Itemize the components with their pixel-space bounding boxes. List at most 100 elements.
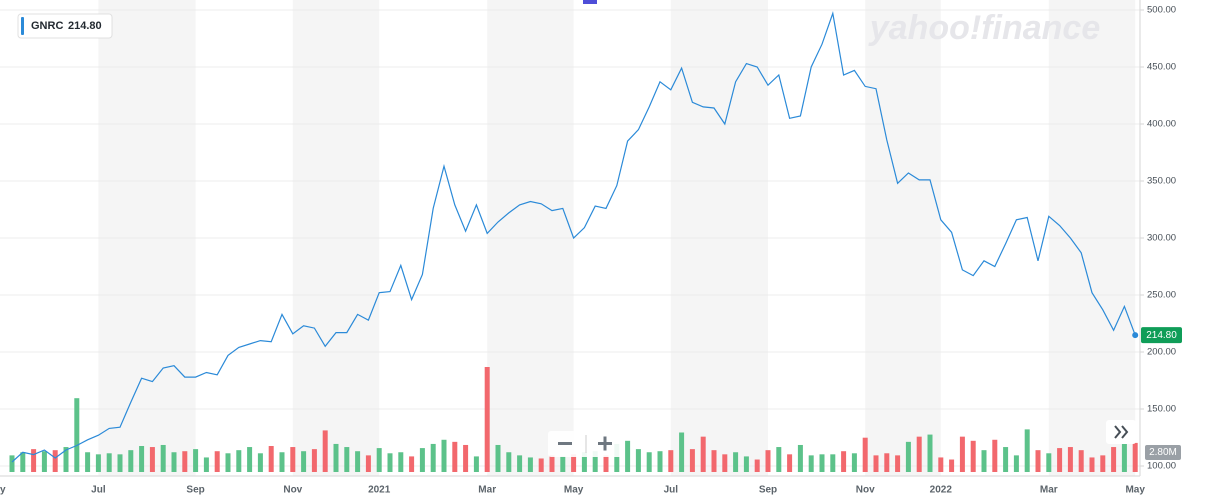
volume-bar [203,457,209,472]
last-point [1132,332,1139,339]
volume-bar [41,451,47,472]
volume-bar [981,450,987,472]
price-flag [1141,327,1182,344]
volume-bar [63,447,69,472]
volume-bar [927,434,933,472]
volume-bar [949,459,955,472]
volume-bar [1024,429,1030,472]
x-tick-label: May [1125,485,1145,496]
volume-bar [1100,455,1106,472]
x-tick-label: Jul [664,485,679,496]
volume-bar [797,444,803,472]
volume-bar [74,398,80,472]
volume-bar [430,443,436,472]
volume-bar [333,443,339,472]
volume-bar [149,447,155,472]
volume-bar [1013,455,1019,472]
volume-bar [311,449,317,472]
volume-bar [657,451,663,472]
volume-bar [398,452,404,472]
volume-bar [182,451,188,472]
volume-bar [862,437,868,472]
x-tick-label: 2022 [930,485,953,496]
x-tick-label: Jul [91,485,106,496]
volume-bar [85,452,91,472]
volume-bar [625,440,631,472]
volume-bar [1121,443,1127,472]
y-tick-label: 200.00 [1147,347,1176,358]
volume-bar [884,453,890,472]
volume-bar [603,455,609,472]
volume-bar [128,450,134,472]
y-tick-label: 250.00 [1147,290,1176,301]
volume-bar [517,455,523,472]
volume-bar [895,455,901,472]
volume-bar [1089,457,1095,472]
y-tick-label: 100.00 [1147,461,1176,472]
volume-bar [9,455,15,472]
y-tick-label: 500.00 [1147,5,1176,16]
y-tick-label: 450.00 [1147,62,1176,73]
volume-bar [290,447,296,472]
volume-bar [776,447,782,472]
volume-bar [365,455,371,472]
volume-bar [592,451,598,472]
volume-bar [851,453,857,472]
volume-bar [970,440,976,472]
x-tick-label: 2021 [368,485,391,496]
volume-bar [484,367,490,472]
volume-bar [992,439,998,472]
volume-bar [52,450,58,472]
volume-bar [257,453,263,472]
price-flag-label: 214.80 [1146,330,1177,341]
volume-bar [1111,447,1117,472]
volume-bar [355,451,361,472]
volume-bar [268,446,274,472]
volume-bar [787,454,793,472]
zoom-controls[interactable] [548,431,624,457]
volume-flag [1145,445,1181,460]
price-line [11,11,1136,463]
volume-bar [1035,450,1041,472]
grid [0,9,1144,467]
volume-bar [106,453,112,472]
volume-bar [441,439,447,472]
volume-bar [344,447,350,472]
volume-bar [679,432,685,472]
volume-bar [808,455,814,472]
volume-bar [916,436,922,472]
expand-button[interactable] [1106,420,1136,444]
volume-bar [905,441,911,472]
x-tick-label: Nov [856,485,875,496]
volume-bar [711,450,717,472]
volume-bar [506,452,512,472]
volume-bar [236,450,242,472]
ticker: GNRC [31,20,63,32]
volume-bar [581,452,587,472]
volume-bar [819,454,825,472]
volume-bar [733,452,739,472]
volume-bar [700,436,706,472]
volume-bar [171,452,177,472]
volume-bar [247,447,253,472]
volume-bar [959,436,965,472]
volume-bar [225,453,231,472]
range-handle[interactable] [583,0,597,4]
volume-bar [689,449,695,472]
volume-bar [322,430,328,472]
volume-bar [279,452,285,472]
x-tick-label: Mar [1040,485,1058,496]
volume-bar [376,448,382,472]
volume-bar [20,452,26,472]
y-tick-label: 350.00 [1147,176,1176,187]
volume-bar [214,451,220,472]
x-tick-label: y [0,485,6,496]
volume-bar [419,448,425,472]
volume-bar [160,444,166,472]
volume-bar [614,443,620,472]
volume-bar [873,455,879,472]
volume-bar [938,457,944,472]
volume-flag-label: 2.80M [1149,447,1177,458]
watermark: yahoo!finance [868,9,1100,47]
